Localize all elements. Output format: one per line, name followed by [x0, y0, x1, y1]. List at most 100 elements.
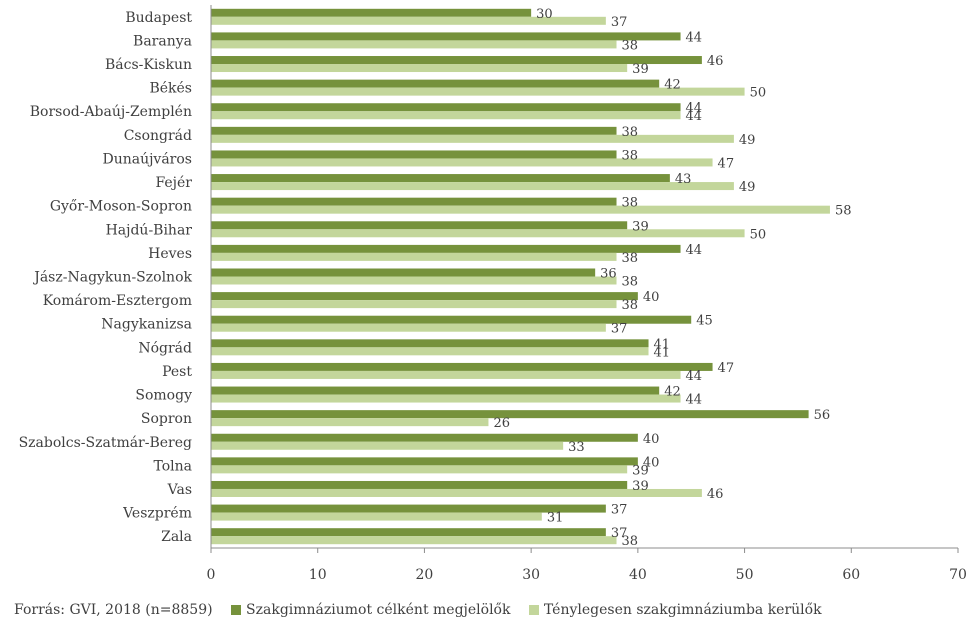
bar-chart: Budapest 30 37 Baranya 44 38 Bács-Kiskun 46 39 Bé…: [19, 5, 967, 583]
bar-series-1: [211, 174, 670, 183]
data-label-series-1: 43: [675, 172, 692, 187]
bar-series-2: [211, 252, 617, 261]
data-label-series-1: 40: [643, 290, 660, 305]
axes-layer: 0 10 20 30 40 50 60 70: [207, 5, 967, 583]
category-label: Pest: [162, 364, 192, 380]
data-label-series-2: 26: [493, 416, 510, 431]
data-label-series-1: 36: [600, 267, 617, 282]
bar-series-2: [211, 276, 617, 285]
bar-series-1: [211, 339, 649, 348]
bar-series-2: [211, 512, 542, 521]
legend-label-series-2: Ténylegesen szakgimnáziumba kerülők: [543, 602, 822, 618]
data-label-series-1: 38: [622, 125, 639, 140]
bar-series-2: [211, 465, 628, 474]
legend-swatch-series-2: [528, 605, 539, 615]
category-label: Bács-Kiskun: [105, 57, 192, 73]
data-label-series-2: 31: [547, 511, 564, 526]
category-label: Jász-Nagykun-Szolnok: [32, 270, 192, 286]
data-label-series-1: 37: [611, 526, 628, 541]
category-label: Somogy: [135, 388, 192, 404]
category-label: Dunaújváros: [102, 151, 192, 167]
data-label-series-1: 42: [664, 385, 681, 400]
data-label-series-1: 39: [632, 479, 649, 494]
data-label-series-2: 50: [750, 86, 767, 101]
data-label-series-1: 47: [718, 361, 735, 376]
category-label: Veszprém: [122, 506, 192, 522]
bar-series-2: [211, 64, 628, 73]
bar-series-1: [211, 292, 638, 301]
category-label: Baranya: [133, 33, 192, 49]
data-label-series-1: 45: [696, 314, 713, 329]
data-label-series-1: 37: [611, 503, 628, 518]
category-label: Tolna: [153, 458, 192, 474]
bar-series-2: [211, 394, 681, 403]
data-label-series-2: 58: [835, 204, 852, 219]
category-label: Budapest: [125, 10, 192, 26]
data-label-series-1: 40: [643, 432, 660, 447]
bar-series-2: [211, 488, 702, 497]
bar-series-1: [211, 457, 638, 466]
bars-layer: [211, 8, 830, 545]
bar-series-2: [211, 370, 681, 379]
x-tick-label: 40: [629, 567, 647, 583]
bar-series-1: [211, 32, 681, 41]
category-label: Sopron: [141, 411, 192, 427]
bar-series-2: [211, 158, 713, 167]
bar-series-2: [211, 134, 734, 143]
bar-series-2: [211, 182, 734, 191]
bar-series-1: [211, 197, 617, 206]
bar-series-2: [211, 347, 649, 356]
data-label-series-1: 46: [707, 54, 724, 69]
bar-series-1: [211, 386, 660, 395]
bar-series-2: [211, 40, 617, 49]
data-label-series-1: 38: [622, 148, 639, 163]
data-label-series-2: 44: [686, 109, 703, 124]
data-label-series-2: 38: [622, 298, 639, 313]
data-label-series-2: 50: [750, 227, 767, 242]
x-tick-label: 60: [842, 567, 860, 583]
bar-series-1: [211, 528, 606, 537]
bar-series-1: [211, 315, 692, 324]
category-label: Nagykanizsa: [101, 317, 192, 333]
x-tick-label: 70: [949, 567, 967, 583]
bar-series-2: [211, 87, 745, 96]
labels-layer: Budapest 30 37 Baranya 44 38 Bács-Kiskun 46 39 Bé…: [19, 7, 852, 549]
category-label: Fejér: [155, 175, 192, 191]
source-note: Forrás: GVI, 2018 (n=8859): [14, 602, 213, 618]
data-label-series-2: 39: [632, 62, 649, 77]
bar-series-1: [211, 221, 628, 230]
bar-series-1: [211, 410, 809, 419]
bar-series-1: [211, 103, 681, 112]
category-label: Zala: [161, 529, 192, 545]
data-label-series-2: 47: [718, 156, 735, 171]
category-label: Csongrád: [124, 128, 192, 144]
bar-series-1: [211, 79, 660, 88]
bar-series-1: [211, 433, 638, 442]
data-label-series-1: 44: [686, 243, 703, 258]
bar-series-2: [211, 16, 606, 25]
bar-series-1: [211, 8, 532, 17]
data-label-series-2: 33: [568, 440, 585, 455]
data-label-series-1: 39: [632, 219, 649, 234]
x-tick-label: 50: [736, 567, 754, 583]
data-label-series-2: 49: [739, 133, 756, 148]
bar-series-2: [211, 300, 617, 309]
bar-series-1: [211, 244, 681, 253]
data-label-series-2: 38: [622, 534, 639, 549]
bar-series-1: [211, 56, 702, 65]
x-tick-label: 30: [522, 567, 540, 583]
data-label-series-2: 38: [622, 251, 639, 266]
bar-series-1: [211, 268, 596, 277]
category-label: Vas: [167, 482, 192, 498]
x-tick-label: 20: [416, 567, 434, 583]
category-label: Nógrád: [138, 340, 192, 356]
bar-series-1: [211, 362, 713, 371]
data-label-series-1: 44: [686, 101, 703, 116]
bar-series-1: [211, 150, 617, 159]
data-label-series-2: 39: [632, 463, 649, 478]
data-label-series-2: 37: [611, 15, 628, 30]
data-label-series-2: 49: [739, 180, 756, 195]
category-label: Hajdú-Bihar: [106, 222, 193, 238]
data-label-series-2: 37: [611, 322, 628, 337]
data-label-series-1: 38: [622, 196, 639, 211]
